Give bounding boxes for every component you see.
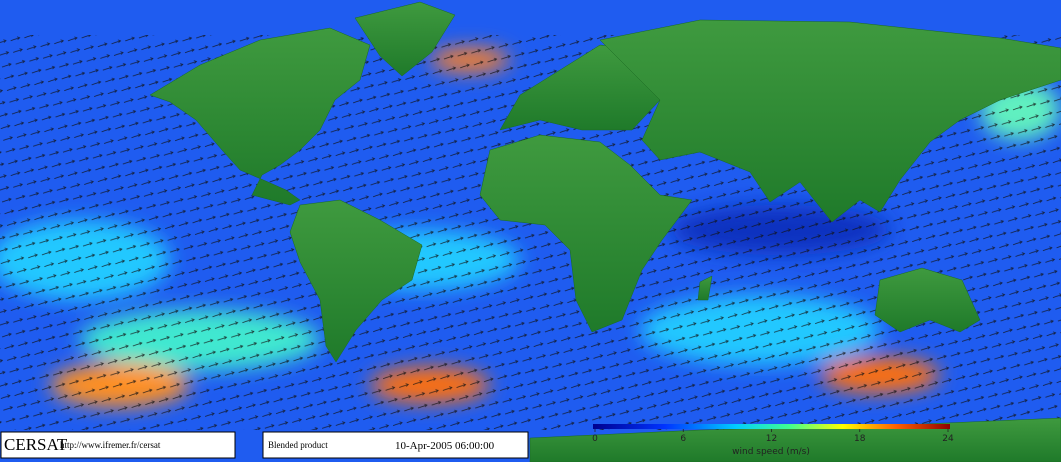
africa <box>479 134 693 333</box>
asia <box>599 19 1061 223</box>
logo: CERSAT <box>4 435 68 454</box>
greenland <box>354 1 456 77</box>
madagascar <box>697 275 713 301</box>
product: Blended product <box>268 440 328 450</box>
colorbar-label: wind speed (m/s) <box>732 447 810 457</box>
colorbar-tick-label: 6 <box>680 434 686 444</box>
date: 10-Apr-2005 06:00:00 <box>395 440 495 452</box>
australia <box>874 267 981 333</box>
colorbar-tick-label: 12 <box>766 434 777 444</box>
colorbar-tick-label: 0 <box>592 434 598 444</box>
colorbar: wind speed (m/s) 0 6 12 18 24 <box>592 424 954 457</box>
south-america <box>289 199 423 363</box>
logo-box <box>0 431 236 459</box>
info-box <box>262 431 529 459</box>
colorbar-tick-label: 18 <box>854 434 866 444</box>
north-america <box>149 27 371 206</box>
colorbar-scale <box>593 424 950 429</box>
url: http://www.ifremer.fr/cersat <box>60 440 161 450</box>
footer: CERSAT http://www.ifremer.fr/cersat Blen… <box>0 431 529 459</box>
colorbar-tick-label: 24 <box>942 434 954 444</box>
